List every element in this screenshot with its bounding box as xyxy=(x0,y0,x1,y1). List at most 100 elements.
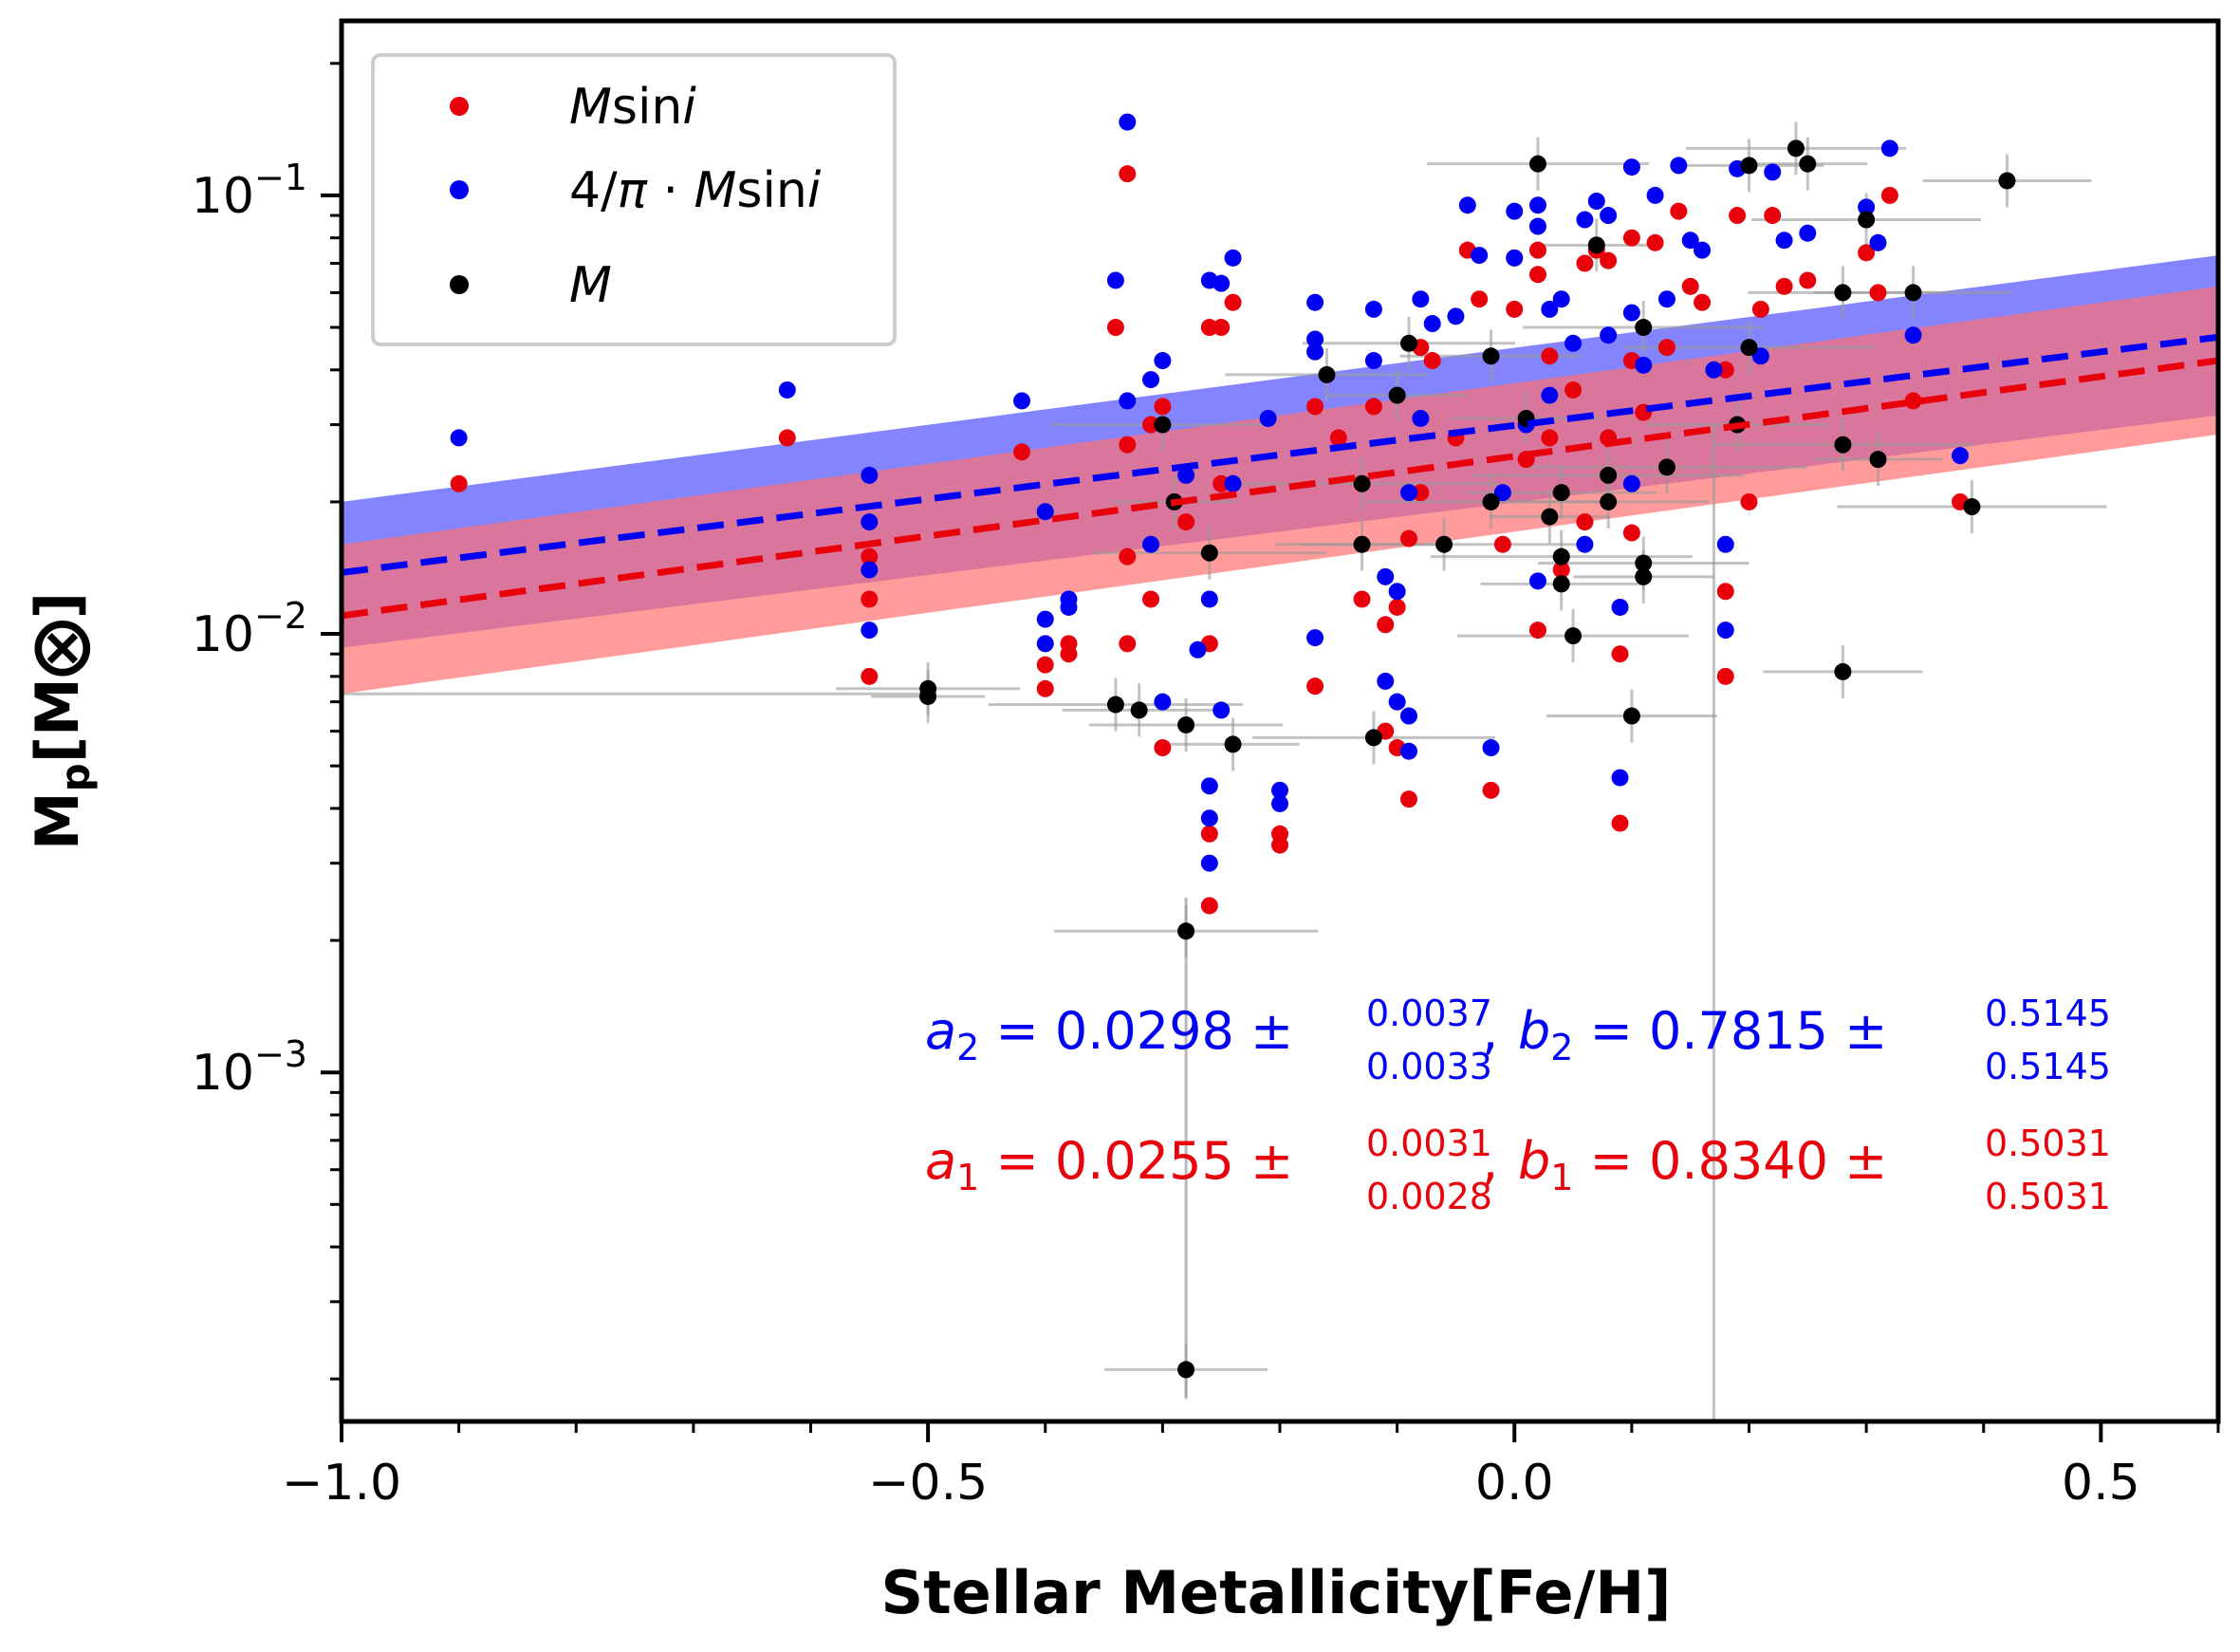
point-m xyxy=(1904,284,1922,302)
point-m xyxy=(1869,451,1887,469)
point-msini-corrected xyxy=(1528,196,1546,214)
data-points xyxy=(450,113,2016,1379)
point-m xyxy=(1740,157,1758,175)
point-msini xyxy=(1036,656,1054,674)
point-msini-corrected xyxy=(1600,326,1618,344)
annotation-b-upper: 0.5145 xyxy=(1985,993,2111,1034)
annotation-b-symbol: b xyxy=(1518,1131,1550,1191)
point-msini xyxy=(1177,513,1195,531)
point-msini xyxy=(1564,381,1583,399)
point-msini xyxy=(1213,474,1231,492)
point-msini xyxy=(1306,398,1324,416)
point-msini xyxy=(1775,277,1793,295)
point-m xyxy=(1834,284,1852,302)
y-tick-base: 10 xyxy=(192,606,254,663)
point-msini xyxy=(1611,814,1629,832)
point-msini-corrected xyxy=(1458,196,1476,214)
point-msini-corrected xyxy=(1716,622,1734,640)
point-msini-corrected xyxy=(1271,781,1288,799)
legend-marker-2 xyxy=(450,180,469,199)
y-tick-label: 10−3 xyxy=(192,1033,307,1102)
point-msini xyxy=(1399,790,1417,808)
point-msini-corrected xyxy=(1036,610,1054,628)
point-m xyxy=(1587,236,1605,254)
point-msini xyxy=(1657,339,1675,357)
point-m xyxy=(1635,319,1653,337)
annotation-a-text: a2 = 0.0298 ± xyxy=(925,1001,1293,1068)
legend-marker-3 xyxy=(450,275,469,294)
point-m xyxy=(1834,662,1852,680)
point-msini-corrected xyxy=(1670,157,1688,175)
annotation-b-lower: 0.5145 xyxy=(1985,1046,2111,1087)
point-m xyxy=(1635,567,1653,585)
y-tick-base: 10 xyxy=(192,1045,254,1102)
point-msini-corrected xyxy=(778,381,796,399)
point-msini xyxy=(1482,781,1500,799)
point-msini xyxy=(1013,443,1031,461)
point-msini-corrected xyxy=(1119,392,1137,410)
point-msini xyxy=(1119,165,1137,183)
point-msini-corrected xyxy=(1200,777,1218,795)
annotation-a-upper: 0.0037 xyxy=(1366,993,1492,1034)
x-tick-label: 0.5 xyxy=(2062,1455,2140,1512)
annotation-b-value: = 0.7815 ± xyxy=(1573,1001,1887,1061)
point-msini-corrected xyxy=(1399,484,1417,502)
point-msini-corrected xyxy=(1635,356,1653,374)
point-msini-corrected xyxy=(1600,207,1618,225)
y-axis-title: Mp[M⨂] xyxy=(23,592,99,850)
point-msini xyxy=(1541,429,1559,447)
point-msini-corrected xyxy=(1306,629,1324,647)
point-msini-corrected xyxy=(1154,352,1172,370)
point-msini-corrected xyxy=(1364,300,1382,318)
annotation-a-subscript: 1 xyxy=(956,1157,979,1198)
point-msini-corrected xyxy=(1952,447,1970,465)
point-msini xyxy=(1142,416,1160,434)
point-msini-corrected xyxy=(1904,326,1922,344)
point-msini xyxy=(1541,347,1559,365)
point-msini-corrected xyxy=(1377,567,1395,585)
point-msini xyxy=(1224,293,1242,311)
point-msini xyxy=(1119,635,1137,653)
point-msini-corrected xyxy=(1200,590,1218,608)
point-msini xyxy=(778,429,796,447)
annotation-a-subscript: 2 xyxy=(956,1027,979,1068)
point-msini xyxy=(1799,271,1817,289)
y-tick-label: 10−2 xyxy=(192,595,307,663)
point-msini-corrected xyxy=(1622,158,1640,176)
x-axis-title: Stellar Metallicity[Fe/H] xyxy=(881,1558,1672,1627)
point-msini-corrected xyxy=(1447,307,1465,325)
point-msini-corrected xyxy=(1471,247,1489,265)
point-m xyxy=(1541,508,1559,526)
point-msini xyxy=(450,474,468,492)
point-m xyxy=(1200,544,1218,562)
point-m xyxy=(1998,172,2016,190)
point-m xyxy=(1318,365,1336,383)
point-msini-corrected xyxy=(1177,466,1195,484)
point-m xyxy=(1154,416,1172,434)
point-msini-corrected xyxy=(1060,590,1078,608)
point-msini xyxy=(1576,513,1594,531)
point-m xyxy=(1657,458,1675,476)
point-msini xyxy=(1036,679,1054,697)
legend-label-3: M xyxy=(569,257,612,314)
annotation-b-symbol: b xyxy=(1518,1001,1550,1061)
point-msini xyxy=(1412,484,1430,502)
point-msini-corrected xyxy=(861,466,879,484)
point-msini-corrected xyxy=(1493,484,1511,502)
point-msini-corrected xyxy=(1259,409,1277,427)
y-tick-exponent: −1 xyxy=(254,157,307,198)
point-msini xyxy=(1716,361,1734,379)
point-m xyxy=(1177,715,1195,733)
point-msini-corrected xyxy=(1646,186,1664,204)
annotation-b-subscript: 2 xyxy=(1550,1027,1573,1068)
point-msini-corrected xyxy=(1657,290,1675,308)
legend: Msini 4/π · Msini M xyxy=(371,53,897,346)
x-tick-label: −0.5 xyxy=(868,1455,988,1512)
point-msini xyxy=(1377,616,1395,634)
point-m xyxy=(1482,347,1500,365)
point-msini-corrected xyxy=(1388,583,1406,601)
annotation-a-lower: 0.0033 xyxy=(1366,1046,1492,1087)
point-msini xyxy=(1154,398,1172,416)
